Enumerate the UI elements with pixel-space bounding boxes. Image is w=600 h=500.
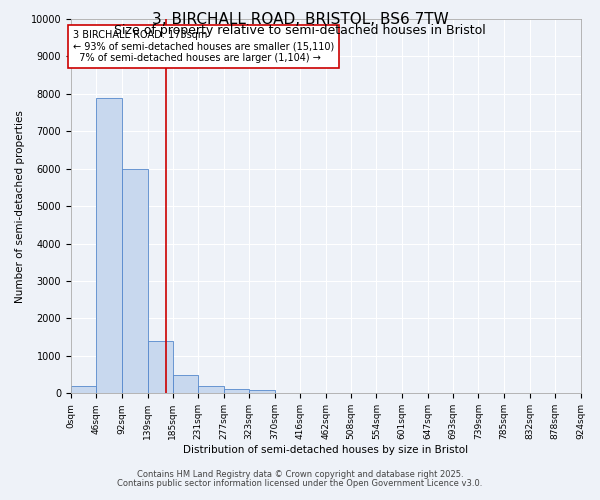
Bar: [122, 168, 148, 394]
Bar: [249, 390, 275, 394]
X-axis label: Distribution of semi-detached houses by size in Bristol: Distribution of semi-detached houses by …: [183, 445, 468, 455]
Text: Size of property relative to semi-detached houses in Bristol: Size of property relative to semi-detach…: [114, 24, 486, 37]
Bar: [275, 392, 301, 394]
Text: 3, BIRCHALL ROAD, BRISTOL, BS6 7TW: 3, BIRCHALL ROAD, BRISTOL, BS6 7TW: [152, 12, 448, 28]
Bar: [199, 386, 224, 394]
Text: Contains HM Land Registry data © Crown copyright and database right 2025.: Contains HM Land Registry data © Crown c…: [137, 470, 463, 479]
Y-axis label: Number of semi-detached properties: Number of semi-detached properties: [15, 110, 25, 302]
Bar: [173, 374, 199, 394]
Bar: [71, 386, 96, 394]
Bar: [148, 341, 173, 394]
Bar: [224, 389, 249, 394]
Text: 3 BIRCHALL ROAD: 173sqm
← 93% of semi-detached houses are smaller (15,110)
  7% : 3 BIRCHALL ROAD: 173sqm ← 93% of semi-de…: [73, 30, 334, 64]
Text: Contains public sector information licensed under the Open Government Licence v3: Contains public sector information licen…: [118, 478, 482, 488]
Bar: [96, 98, 122, 394]
